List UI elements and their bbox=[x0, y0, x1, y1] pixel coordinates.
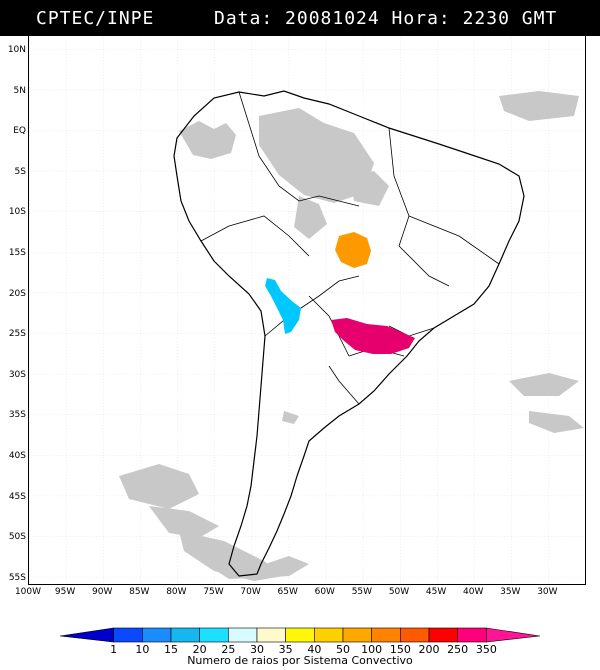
latitude-label: 5S bbox=[14, 166, 26, 177]
longitude-label: 90W bbox=[92, 587, 113, 597]
legend-value-label: 250 bbox=[447, 643, 469, 656]
cloud-patch bbox=[179, 121, 236, 159]
legend-value-label: 150 bbox=[389, 643, 411, 656]
cloud-patch bbox=[149, 506, 219, 538]
agency-label: CPTEC/INPE bbox=[36, 8, 155, 29]
latitude-label: EQ bbox=[13, 126, 26, 137]
cloud-patch bbox=[349, 171, 389, 206]
colorbar-swatch bbox=[59, 627, 114, 643]
longitude-label: 100W bbox=[14, 587, 42, 597]
longitude-label: 85W bbox=[129, 587, 150, 597]
map-area bbox=[28, 36, 586, 585]
cloud-patch bbox=[294, 196, 327, 239]
legend-value-label: 25 bbox=[221, 643, 236, 656]
colorbar-swatch bbox=[486, 627, 541, 643]
colorbar-swatch bbox=[113, 627, 143, 643]
legend-value-label: 350 bbox=[475, 643, 497, 656]
colorbar-swatch bbox=[285, 627, 315, 643]
longitude-label: 65W bbox=[277, 587, 298, 597]
convective-systems bbox=[265, 232, 415, 354]
title-bar: CPTEC/INPE Data: 20081024 Hora: 2230 GMT bbox=[0, 0, 600, 36]
south-america-map bbox=[29, 36, 585, 584]
legend-value-label: 100 bbox=[361, 643, 383, 656]
colorbar-swatch bbox=[199, 627, 229, 643]
longitude-label: 75W bbox=[203, 587, 224, 597]
colorbar-swatch bbox=[457, 627, 487, 643]
legend-value-label: 50 bbox=[336, 643, 350, 656]
colorbar-swatch bbox=[371, 627, 401, 643]
southern-brazil-system bbox=[331, 318, 415, 354]
legend-value-label: 200 bbox=[418, 643, 440, 656]
latitude-label: 20S bbox=[8, 288, 26, 299]
cloud-patch bbox=[499, 91, 579, 121]
longitude-label: 50W bbox=[388, 587, 410, 597]
latitude-label: 5N bbox=[13, 85, 26, 96]
colorbar-swatch bbox=[314, 627, 344, 643]
central-brazil-system bbox=[335, 232, 371, 268]
longitude-label: 35W bbox=[500, 587, 521, 597]
colorbar-swatch bbox=[256, 627, 286, 643]
cloud-patch bbox=[259, 108, 374, 203]
colorbar-swatch bbox=[342, 627, 372, 643]
colorbar-strip bbox=[59, 627, 541, 643]
latitude-label: 10N bbox=[7, 45, 26, 55]
latitude-label: 55S bbox=[8, 572, 26, 583]
legend-value-label: 35 bbox=[278, 643, 293, 656]
legend-caption: Numero de raios por Sistema Convectivo bbox=[187, 654, 413, 667]
andes-system bbox=[265, 278, 301, 334]
cloud-patch bbox=[282, 411, 299, 424]
legend-colorbar bbox=[0, 626, 600, 670]
legend-value-label: 40 bbox=[307, 643, 322, 656]
longitude-label: 30W bbox=[537, 587, 558, 597]
longitude-label: 95W bbox=[54, 587, 76, 597]
cloud-patch bbox=[509, 373, 579, 396]
latitude-label: 35S bbox=[8, 410, 26, 421]
latitude-label: 45S bbox=[8, 491, 26, 502]
latitude-label: 10S bbox=[8, 207, 26, 218]
longitude-label: 70W bbox=[240, 587, 261, 597]
longitude-label: 80W bbox=[166, 587, 187, 597]
cloud-cover bbox=[119, 91, 584, 581]
latitude-label: 15S bbox=[8, 248, 26, 258]
latitude-label: 40S bbox=[8, 451, 26, 461]
longitude-label: 55W bbox=[351, 587, 373, 597]
longitude-label: 60W bbox=[314, 587, 335, 597]
colorbar-swatch bbox=[428, 627, 458, 643]
colorbar-swatch bbox=[142, 627, 172, 643]
latitude-label: 50S bbox=[8, 532, 26, 543]
legend-value-label: 1 bbox=[110, 643, 118, 656]
cloud-patch bbox=[529, 411, 584, 433]
legend-value-label: 20 bbox=[192, 643, 207, 656]
latitude-label: 30S bbox=[8, 369, 26, 380]
date-time-stamp: Data: 20081024 Hora: 2230 GMT bbox=[214, 8, 558, 29]
colorbar-swatch bbox=[400, 627, 430, 643]
legend-value-label: 10 bbox=[135, 643, 150, 656]
longitude-label: 45W bbox=[425, 587, 447, 597]
legend-value-label: 15 bbox=[164, 643, 178, 656]
colorbar-swatch bbox=[170, 627, 200, 643]
longitude-label: 40W bbox=[463, 587, 484, 597]
latitude-label: 25S bbox=[8, 329, 26, 340]
colorbar-swatch bbox=[228, 627, 258, 643]
legend-value-label: 30 bbox=[250, 643, 264, 656]
cloud-patch bbox=[119, 464, 199, 509]
